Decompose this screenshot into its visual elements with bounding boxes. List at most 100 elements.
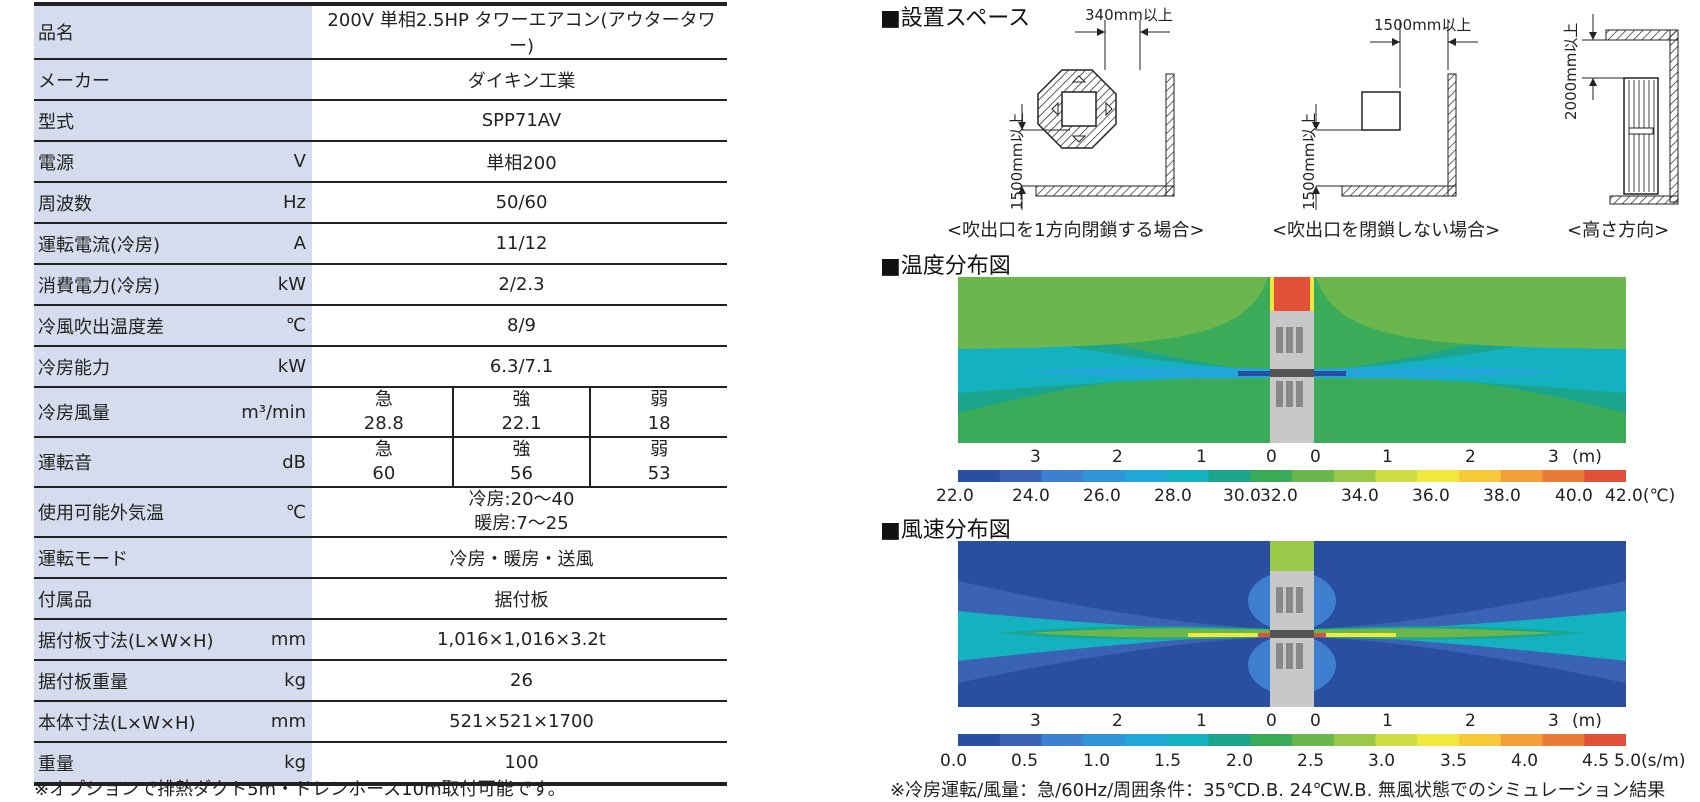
install-d1-side-dim: 1500mm以上 <box>1008 112 1026 210</box>
color-bar-segment <box>1417 734 1460 746</box>
temp-map-image <box>958 277 1626 443</box>
map-tick: 2 <box>1465 447 1476 467</box>
color-bar-segment <box>1166 470 1209 482</box>
spec-mode: 急 <box>374 439 393 460</box>
spec-value: 50/60 <box>316 182 727 224</box>
scale-label: 26.0 <box>1083 486 1121 506</box>
map-tick: 3 <box>1548 711 1559 731</box>
color-bar-segment <box>958 734 1001 746</box>
color-bar-segment <box>1459 734 1502 746</box>
spec-row: 周波数 Hz 50/60 <box>34 182 727 224</box>
spec-value: 200V 単相2.5HP タワーエアコン(アウタータワー) <box>316 2 727 60</box>
spec-row-airflow: 冷房風量 m³/min 急 28.8 強 22.1 弱 18 <box>34 387 727 438</box>
spec-sub-value: 60 <box>372 463 396 484</box>
map-tick: 1 <box>1196 711 1207 731</box>
map-tick: 0 <box>1310 711 1321 731</box>
scale-label: 30.0 <box>1223 486 1261 506</box>
spec-label-cell: 据付板寸法(L×W×H) mm <box>34 619 312 661</box>
spec-label: 品名 <box>38 23 74 44</box>
scale-label: 22.0 <box>936 486 974 506</box>
spec-label: 運転音 <box>38 453 92 474</box>
spec-label-cell: 型式 <box>34 100 312 142</box>
color-bar-segment <box>1333 470 1376 482</box>
spec-sub-value: 22.1 <box>501 413 542 434</box>
spec-table: 品名 200V 単相2.5HP タワーエアコン(アウタータワー) メーカー ダイキン工… <box>34 2 727 786</box>
scale-label: 36.0 <box>1412 486 1450 506</box>
scale-label: 2.0 <box>1226 751 1254 771</box>
spec-label: 重量 <box>38 753 74 775</box>
color-bar-segment <box>1125 470 1168 482</box>
map-tick: 0 <box>1266 447 1277 467</box>
spec-row: 電源 V 単相200 <box>34 141 727 183</box>
color-bar-segment <box>1083 470 1126 482</box>
spec-unit: m³/min <box>241 401 306 423</box>
color-bar-segment <box>1292 470 1335 482</box>
spec-unit: ℃ <box>285 315 306 336</box>
spec-label: 電源 <box>38 152 74 174</box>
spec-label: 運転モード <box>38 548 128 570</box>
color-bar-segment <box>1584 470 1626 482</box>
spec-sub-cell: 急 28.8 <box>316 388 452 436</box>
spec-label-cell: 重量 kg <box>34 742 312 786</box>
color-bar-segment <box>1500 734 1543 746</box>
color-bar-segment <box>1125 734 1168 746</box>
spec-label: 冷風吹出温度差 <box>38 316 164 338</box>
scale-label: 0.5 <box>1011 751 1039 771</box>
spec-label: 本体寸法(L×W×H) <box>38 712 196 734</box>
spec-label-cell: 本体寸法(L×W×H) mm <box>34 701 312 743</box>
color-bar-segment <box>1375 734 1418 746</box>
spec-value: 26 <box>316 660 727 702</box>
color-bar-segment <box>1584 734 1626 746</box>
spec-unit: dB <box>282 451 306 473</box>
spec-label: 付属品 <box>38 589 92 611</box>
color-bar-segment <box>999 470 1042 482</box>
scale-label: 4.5 <box>1582 751 1610 771</box>
install-d1-caption: <吹出口を1方向閉鎖する場合> <box>947 220 1205 241</box>
color-bar-segment <box>1166 734 1209 746</box>
spec-sub-value: 53 <box>647 463 671 484</box>
install-d1-top-dim: 340mm以上 <box>1085 6 1173 24</box>
spec-sub-value: 18 <box>647 413 671 434</box>
map-tick: 2 <box>1465 711 1476 731</box>
spec-mode: 弱 <box>650 389 669 410</box>
scale-label: 38.0 <box>1483 486 1521 506</box>
spec-label: 冷房風量 <box>38 403 110 424</box>
color-bar-segment <box>958 470 1001 482</box>
spec-row: 据付板重量 kg 26 <box>34 660 727 702</box>
spec-mode: 強 <box>512 389 531 410</box>
color-bar-segment <box>1208 470 1251 482</box>
spec-mode: 急 <box>374 389 393 410</box>
spec-value: SPP71AV <box>316 100 727 142</box>
spec-value: 11/12 <box>316 223 727 265</box>
spec-temp-cool: 冷房:20～40 <box>468 489 575 510</box>
spec-sub-cell: 急 60 <box>316 438 452 486</box>
scale-label: 40.0 <box>1555 486 1593 506</box>
scale-label: 24.0 <box>1012 486 1050 506</box>
color-bar-segment <box>1417 470 1460 482</box>
spec-label: 使用可能外気温 <box>38 503 164 524</box>
spec-label-cell: 据付板重量 kg <box>34 660 312 702</box>
color-bar-segment <box>1375 470 1418 482</box>
scale-label: 2.5 <box>1297 751 1325 771</box>
spec-unit: ℃ <box>285 501 306 523</box>
spec-unit: kg <box>284 670 306 691</box>
color-bar-segment <box>1459 470 1502 482</box>
spec-unit: kg <box>284 752 306 773</box>
spec-row-temp-range: 使用可能外気温 ℃ 冷房:20～40 暖房:7～25 <box>34 487 727 538</box>
spec-row: 冷房能力 kW 6.3/7.1 <box>34 346 727 388</box>
spec-footnote: ※オプションで排熱ダクト5m・ドレンホース10m取付可能です。 <box>34 779 566 800</box>
install-diagram-one-side <box>1018 20 1175 210</box>
spec-unit: Hz <box>283 192 306 213</box>
spec-label-cell: 付属品 <box>34 578 312 620</box>
map-tick: 2 <box>1112 447 1123 467</box>
spec-row: メーカー ダイキン工業 <box>34 59 727 101</box>
spec-row-noise: 運転音 dB 急 60 強 56 弱 53 <box>34 437 727 488</box>
simulation-note: ※冷房運転/風量：急/60Hz/周囲条件：35℃D.B. 24℃W.B. 無風状… <box>890 780 1666 801</box>
wind-map-unit: (m) <box>1572 711 1602 731</box>
wind-map-image <box>958 541 1626 707</box>
install-d2-caption: <吹出口を閉鎖しない場合> <box>1272 220 1501 241</box>
spec-value: 据付板 <box>316 578 727 620</box>
scale-label: 5.0(s/m) <box>1614 751 1686 771</box>
scale-label: 28.0 <box>1154 486 1192 506</box>
spec-sub-cell: 強 22.1 <box>451 388 590 436</box>
